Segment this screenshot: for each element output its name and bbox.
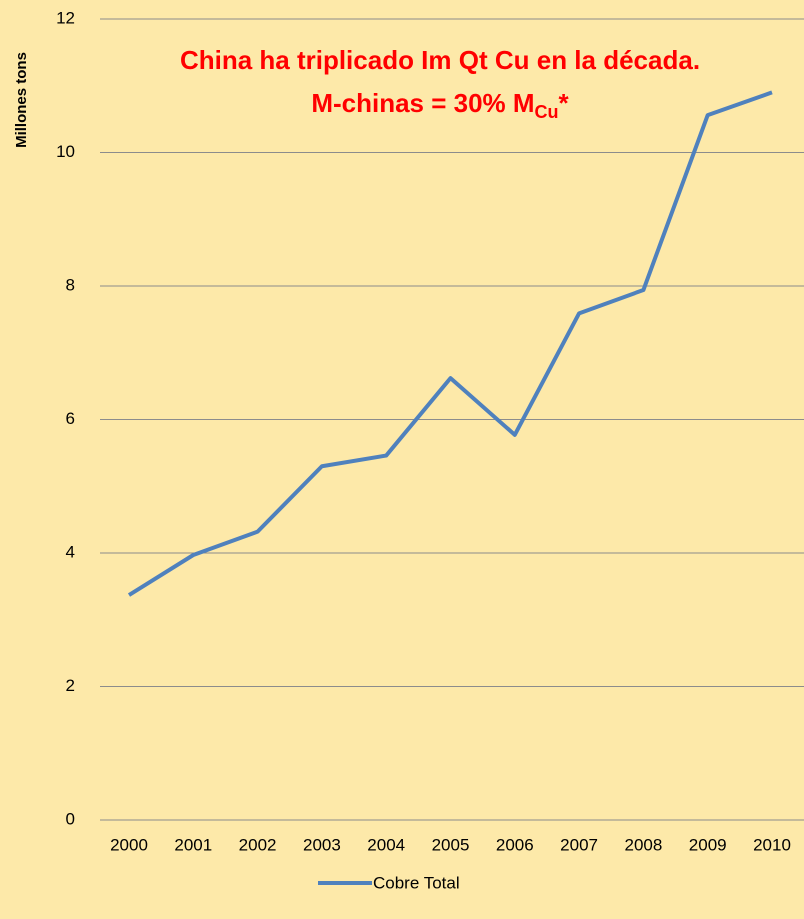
chart-title: China ha triplicado Im Qt Cu en la décad… [180, 45, 700, 75]
data-line [127, 90, 773, 597]
y-tick-label: 8 [66, 275, 75, 294]
y-tick-label: 0 [66, 809, 75, 828]
legend-label: Cobre Total [373, 873, 460, 892]
subtitle-subscript: Cu [535, 102, 559, 122]
x-tick-label: 2000 [110, 835, 148, 854]
y-tick-label: 2 [66, 676, 75, 695]
x-tick-label: 2006 [496, 835, 534, 854]
x-tick-label: 2010 [753, 835, 791, 854]
x-tick-label: 2001 [174, 835, 212, 854]
x-tick-label: 2009 [689, 835, 727, 854]
y-axis-label: Millones tons [13, 52, 30, 148]
chart-subtitle: M-chinas = 30% MCu* [311, 88, 569, 122]
y-tick-label: 10 [56, 142, 75, 161]
subtitle-suffix: * [559, 88, 570, 118]
y-tick-label: 4 [66, 542, 75, 561]
x-tick-label: 2004 [367, 835, 405, 854]
x-tick-label: 2007 [560, 835, 598, 854]
subtitle-text: M-chinas = 30% M [311, 88, 534, 118]
x-tick-label: 2008 [624, 835, 662, 854]
y-tick-label: 12 [56, 8, 75, 27]
x-tick-label: 2005 [432, 835, 470, 854]
x-tick-label: 2003 [303, 835, 341, 854]
y-tick-label: 6 [66, 409, 75, 428]
x-tick-label: 2002 [239, 835, 277, 854]
